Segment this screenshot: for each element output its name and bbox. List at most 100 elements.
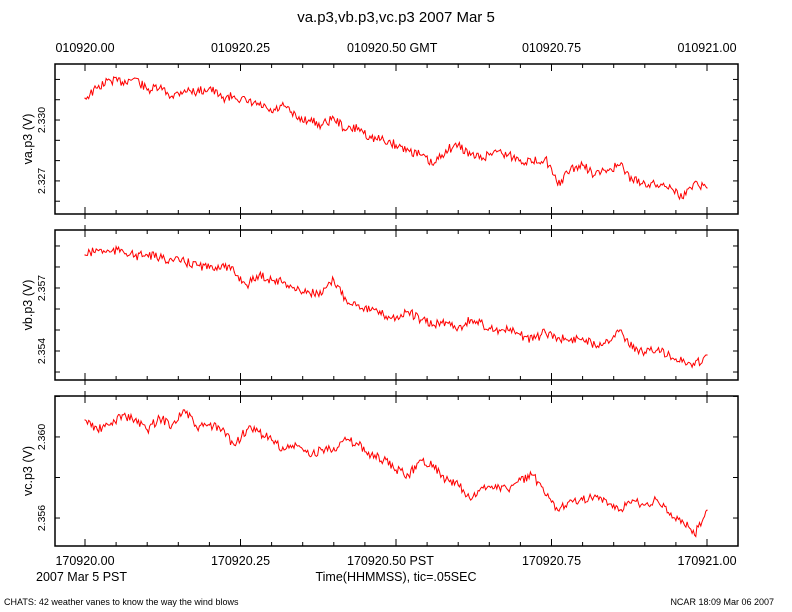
data-point [221, 264, 223, 266]
data-point [681, 197, 683, 199]
data-point [358, 444, 360, 446]
data-point [631, 179, 633, 181]
y-axis-label: vb.p3 (V) [21, 280, 35, 331]
data-point [96, 87, 99, 89]
data-point [146, 429, 148, 431]
data-point [258, 104, 260, 106]
bottom-tick-label: 170920.75 [522, 554, 581, 568]
data-point [233, 271, 235, 273]
data-point [519, 334, 522, 336]
data-point [619, 329, 621, 331]
data-point [171, 259, 173, 261]
data-point [507, 489, 509, 491]
data-point [134, 419, 136, 421]
data-point [320, 124, 322, 126]
bottom-tick-label: 170921.00 [677, 554, 736, 568]
data-point [482, 487, 484, 489]
top-tick-label: 010920.00 [55, 41, 114, 55]
data-point [196, 91, 198, 93]
top-tick-label: 010920.50 GMT [347, 41, 438, 55]
data-point [395, 469, 397, 471]
data-point [432, 164, 434, 166]
data-point [420, 319, 422, 321]
data-point [619, 509, 621, 511]
data-point [295, 444, 298, 446]
data-point [494, 484, 497, 486]
data-point [656, 499, 658, 501]
data-point [532, 161, 534, 163]
data-point [246, 284, 248, 286]
date-label: 2007 Mar 5 PST [36, 570, 127, 584]
data-point [681, 519, 683, 521]
y-tick-label: 2.360 [36, 424, 48, 450]
data-point [171, 95, 173, 97]
bottom-axis-labels: 170920.00 170920.25 170920.50 PST 170920.75… [55, 554, 736, 568]
data-point [407, 311, 410, 313]
data-point [706, 509, 708, 511]
y-tick-label: 2.356 [36, 505, 48, 531]
data-point [420, 154, 422, 156]
data-point [382, 139, 385, 141]
footer-right: NCAR 18:09 Mar 06 2007 [670, 597, 774, 607]
top-tick-label: 010921.00 [677, 41, 736, 55]
data-point [693, 181, 696, 183]
data-point [370, 137, 372, 139]
data-point [557, 337, 559, 339]
series-line [84, 76, 708, 201]
data-point [109, 79, 111, 81]
data-point [494, 329, 497, 331]
data-point [183, 261, 186, 263]
data-point [382, 459, 385, 461]
top-tick-label: 010920.75 [522, 41, 581, 55]
data-point [183, 89, 186, 91]
data-point [121, 249, 123, 251]
data-point [196, 427, 198, 429]
data-point [656, 349, 658, 351]
y-axis-label: va.p3 (V) [21, 114, 35, 165]
data-point [644, 351, 646, 353]
y-tick-label: 2.354 [36, 338, 48, 364]
data-point [109, 251, 111, 253]
data-point [295, 117, 298, 119]
data-point [445, 479, 447, 481]
data-point [631, 499, 633, 501]
data-point [569, 339, 571, 341]
data-point [308, 291, 310, 293]
data-point [358, 127, 360, 129]
data-point [370, 454, 372, 456]
data-point [669, 184, 671, 186]
data-point [96, 249, 99, 251]
data-point [557, 184, 559, 186]
series-line [84, 244, 707, 369]
data-point [582, 164, 584, 166]
data-point [283, 281, 285, 283]
data-point [457, 327, 459, 329]
data-point [681, 361, 683, 363]
data-point [532, 339, 534, 341]
data-point [582, 499, 584, 501]
data-point [557, 509, 559, 511]
data-point [569, 499, 571, 501]
data-point [333, 447, 335, 449]
data-point [221, 97, 223, 99]
data-point [594, 174, 596, 176]
data-point [507, 154, 509, 156]
data-point [644, 182, 646, 184]
data-point [470, 154, 472, 156]
data-point [84, 419, 86, 421]
data-point [345, 299, 347, 301]
data-point [134, 77, 136, 79]
data-point [333, 279, 335, 281]
series-line [84, 409, 708, 538]
data-point [457, 484, 459, 486]
data-point [283, 449, 285, 451]
data-point [271, 439, 273, 441]
plot-frame [54, 63, 739, 215]
data-point [594, 344, 596, 346]
chart-title: va.p3,vb.p3,vc.p3 2007 Mar 5 [297, 9, 495, 26]
data-point [271, 111, 273, 113]
